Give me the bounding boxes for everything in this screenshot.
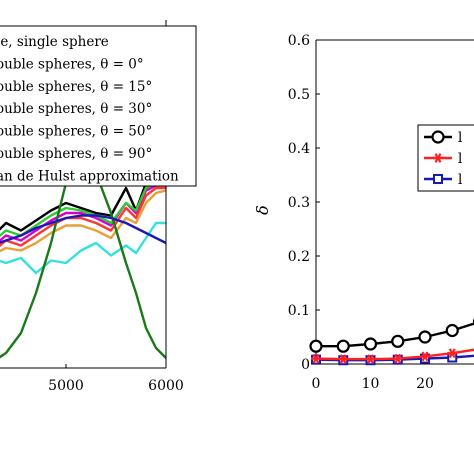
right-series-1-marker-2 [365,354,376,365]
right-series-1-marker-1 [338,354,349,365]
left-legend: ie, single sphere ouble spheres, θ = 0° ou… [0,25,197,187]
right-series-1-marker-3 [392,353,403,364]
right-x-tick-label-0: 0 [312,376,321,392]
left-series-line-5 [0,221,166,275]
right-legend-label-0: l [458,130,462,146]
left-x-tick-label-1: 6000 [148,378,184,394]
right-series-0-marker-1 [336,339,350,353]
right-legend-marker-0 [431,130,445,144]
left-legend-label-6: an de Hulst approximation [0,168,179,184]
left-series-line-2 [0,186,166,248]
left-series-line-4 [0,189,166,253]
left-plot-area [0,161,166,359]
left-legend-label-0: ie, single sphere [0,34,109,50]
right-y-tick-label-2: 0.2 [288,249,310,265]
right-y-tick-label-4: 0.4 [288,141,310,157]
left-x-tick-labels: 5000 6000 [48,378,184,394]
left-x-tick-label-0: 5000 [48,378,84,394]
left-legend-label-2: ouble spheres, θ = 15° [0,79,152,95]
right-series-0-marker-5 [445,323,459,338]
right-legend-label-2: l [458,172,462,188]
left-series-line-1 [0,184,166,243]
left-series-line-3 [0,181,166,238]
right-series-1-marker-4 [420,351,430,362]
left-legend-label-5: ouble spheres, θ = 90° [0,146,152,162]
right-legend-marker-2 [433,174,443,184]
right-series-0-marker-3 [391,334,405,348]
right-legend-marker-1 [433,153,443,163]
left-series-line-7 [0,214,166,245]
right-series-1-marker-5 [447,348,458,359]
right-y-tick-label-0: 0 [301,357,310,373]
right-y-tick-label-5: 0.5 [288,87,310,103]
left-legend-box [0,25,197,187]
right-y-tick-label-1: 0.1 [288,303,310,319]
right-legend-entries: lll [424,130,462,188]
left-panel: 5000 6000 ie, single sphere ouble spheres,… [0,20,197,394]
right-series-0-marker-0 [309,339,323,353]
right-series-0-marker-4 [418,330,432,344]
right-series-0-marker-2 [363,337,378,351]
left-legend-entries: ie, single sphere ouble spheres, θ = 0° ou… [0,34,179,184]
right-y-tick-labels: 0 0.1 0.2 0.3 0.4 0.5 0.6 [288,33,310,373]
right-y-tick-label-6: 0.6 [288,33,310,49]
left-legend-label-4: ouble spheres, θ = 50° [0,124,152,140]
right-x-tick-label-1: 10 [362,376,380,392]
left-legend-label-1: ouble spheres, θ = 0° [0,56,144,72]
right-axes [315,39,474,365]
left-series-line-6 [0,161,166,359]
right-y-axis-label: δ [253,205,272,215]
right-legend: lll [417,124,474,192]
right-legend-label-1: l [458,151,462,167]
right-y-tick-label-3: 0.3 [288,195,310,211]
left-legend-label-3: ouble spheres, θ = 30° [0,101,152,117]
right-x-tick-label-2: 20 [416,376,434,392]
right-series-1-marker-0 [311,353,321,364]
right-plot-area [309,318,474,366]
right-x-tick-labels: 0 10 20 [312,376,434,392]
right-panel: 00.10.20.30.40.50.6 0 10 20 δ lll [253,33,474,392]
